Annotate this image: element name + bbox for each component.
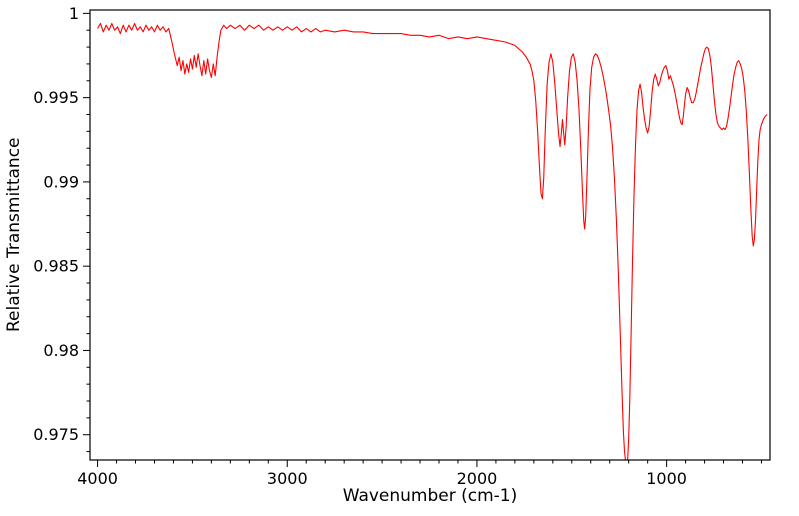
y-tick-label: 0.985 (33, 257, 79, 276)
x-tick-label: 1000 (646, 469, 687, 488)
y-axis-label: Relative Transmittance (4, 137, 24, 333)
x-axis-label: Wavenumber (cm-1) (342, 486, 518, 506)
y-tick-label: 0.995 (33, 88, 79, 107)
y-tick-label: 0.98 (43, 341, 79, 360)
y-tick-label: 0.975 (33, 425, 79, 444)
x-tick-label: 2000 (457, 469, 498, 488)
plot-frame (89, 9, 771, 461)
x-tick-label: 4000 (77, 469, 118, 488)
x-tick-label: 3000 (267, 469, 308, 488)
y-tick-label: 0.99 (43, 172, 79, 191)
spectrum-line (97, 22, 768, 460)
y-tick-label: 1 (69, 4, 79, 23)
